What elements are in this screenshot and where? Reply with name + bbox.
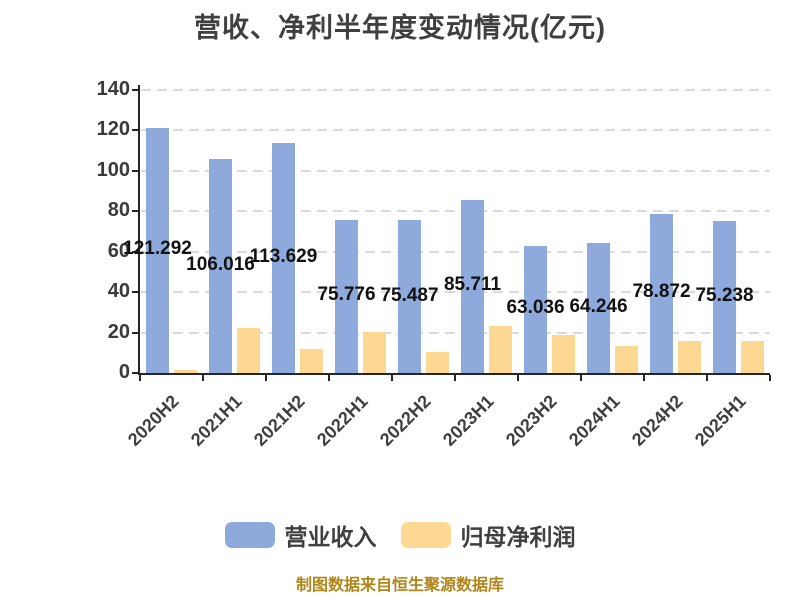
legend-item-0: 营业收入 [224, 518, 377, 552]
x-tick [454, 375, 456, 381]
legend: 营业收入 归母净利润 [0, 518, 800, 552]
net-profit-bar [741, 341, 764, 373]
revenue-bar [272, 143, 295, 373]
bar-value-label: 75.238 [695, 284, 754, 306]
x-tick [391, 375, 393, 381]
net-profit-bar [426, 351, 449, 373]
y-tick-label: 80 [107, 199, 130, 222]
revenue-bar [461, 199, 484, 373]
legend-swatch [400, 522, 451, 548]
x-tick [202, 375, 204, 381]
legend-item-1: 归母净利润 [400, 518, 576, 552]
y-tick-label: 140 [96, 78, 130, 100]
x-tick [643, 375, 645, 381]
bar-value-label: 113.629 [249, 246, 318, 268]
revenue-bar [650, 213, 673, 373]
net-profit-bar [615, 345, 638, 373]
x-tick [769, 375, 771, 381]
revenue-bar [335, 219, 358, 373]
chart-title: 营收、净利半年度变动情况(亿元) [194, 13, 606, 43]
y-tick-label: 40 [107, 280, 130, 303]
y-tick-label: 100 [96, 158, 130, 181]
y-tick [132, 129, 139, 132]
y-tick-label: 120 [96, 118, 130, 141]
revenue-bar [713, 220, 736, 373]
y-axis-line [138, 85, 140, 375]
legend-label: 营业收入 [284, 524, 377, 550]
net-profit-bar [678, 340, 701, 373]
x-tick [580, 375, 582, 381]
x-tick [328, 375, 330, 381]
revenue-bar [146, 127, 169, 373]
bar-value-label: 75.487 [380, 284, 439, 306]
net-profit-bar [489, 325, 512, 373]
y-tick-label: 60 [107, 239, 130, 262]
bar-value-label: 75.776 [317, 284, 376, 306]
x-tick [706, 375, 708, 381]
gridline [141, 89, 770, 91]
gridline [141, 291, 770, 294]
y-tick [132, 250, 139, 253]
x-tick [265, 375, 267, 381]
x-tick [139, 375, 141, 381]
y-tick-label: 0 [118, 361, 130, 383]
revenue-bar [524, 245, 547, 373]
x-axis-line [138, 373, 770, 375]
gridline [141, 331, 770, 334]
net-profit-bar [237, 327, 260, 373]
net-profit-bar [300, 348, 323, 373]
net-profit-bar [174, 369, 197, 373]
bar-value-label: 64.246 [569, 296, 628, 318]
bar-value-label: 63.036 [506, 297, 565, 319]
revenue-bar [587, 243, 610, 373]
y-tick [132, 169, 139, 172]
y-tick-label: 20 [107, 320, 130, 343]
legend-swatch [224, 522, 275, 548]
x-tick [517, 375, 519, 381]
bar-value-label: 106.016 [186, 253, 255, 275]
y-tick [132, 89, 139, 91]
revenue-bar [398, 220, 421, 373]
gridline [141, 129, 770, 132]
gridline [141, 169, 770, 172]
net-profit-bar [552, 334, 575, 373]
bar-value-label: 78.872 [632, 281, 691, 303]
gridline [141, 250, 770, 253]
bar-value-label: 121.292 [123, 238, 192, 260]
revenue-bar [209, 158, 232, 373]
y-tick [132, 210, 139, 213]
legend-label: 归母净利润 [460, 524, 576, 550]
footer-source-note: 制图数据来自恒生聚源数据库 [295, 577, 504, 594]
y-tick [132, 291, 139, 294]
y-tick [132, 331, 139, 334]
net-profit-bar [363, 331, 386, 373]
y-tick [132, 372, 139, 374]
gridline [141, 210, 770, 213]
bar-value-label: 85.711 [443, 274, 502, 296]
